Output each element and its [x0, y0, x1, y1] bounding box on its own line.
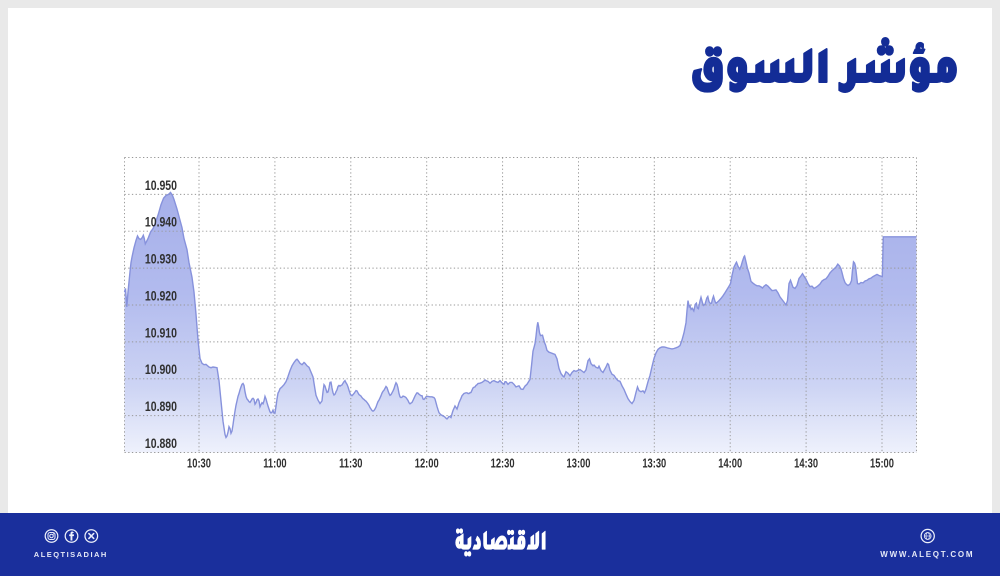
svg-text:10.880: 10.880: [145, 435, 177, 451]
svg-text:10.900: 10.900: [145, 362, 177, 378]
svg-text:10.930: 10.930: [145, 251, 177, 267]
svg-text:12:00: 12:00: [415, 457, 439, 471]
svg-text:11:30: 11:30: [339, 457, 362, 471]
svg-text:10.890: 10.890: [145, 399, 177, 415]
svg-text:10.920: 10.920: [145, 288, 177, 304]
svg-text:10.910: 10.910: [145, 325, 177, 341]
svg-text:WWW.ALEQT.COM: WWW.ALEQT.COM: [880, 550, 974, 559]
svg-text:13:00: 13:00: [567, 457, 591, 471]
svg-text:15:00: 15:00: [870, 457, 894, 471]
svg-text:13:30: 13:30: [642, 457, 666, 471]
svg-text:14:00: 14:00: [718, 457, 742, 471]
svg-text:10:30: 10:30: [187, 457, 211, 471]
svg-text:11:00: 11:00: [263, 457, 286, 471]
svg-text:ALEQTISADIAH: ALEQTISADIAH: [34, 550, 108, 559]
svg-text:10.950: 10.950: [145, 177, 177, 193]
svg-text:12:30: 12:30: [491, 457, 515, 471]
svg-text:14:30: 14:30: [794, 457, 818, 471]
svg-text:10.940: 10.940: [145, 214, 177, 230]
